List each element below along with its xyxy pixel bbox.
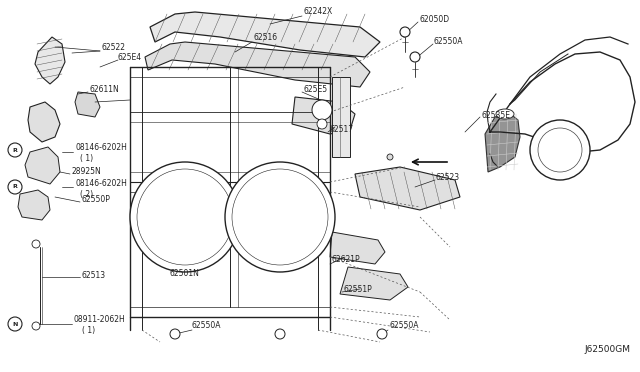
Text: 62242X: 62242X <box>303 7 332 16</box>
Ellipse shape <box>496 109 514 119</box>
Text: 62523: 62523 <box>436 173 460 182</box>
Circle shape <box>530 120 590 180</box>
Text: R: R <box>13 185 17 189</box>
Text: 62517: 62517 <box>330 125 354 134</box>
Circle shape <box>317 119 327 129</box>
Polygon shape <box>35 37 65 84</box>
Text: 08146-6202H: 08146-6202H <box>75 144 127 153</box>
Circle shape <box>232 169 328 265</box>
Text: 62522: 62522 <box>102 42 126 51</box>
Polygon shape <box>18 190 50 220</box>
Circle shape <box>170 329 180 339</box>
Circle shape <box>400 27 410 37</box>
Text: 62501N: 62501N <box>170 269 200 279</box>
Text: 08146-6202H: 08146-6202H <box>75 180 127 189</box>
Circle shape <box>387 154 393 160</box>
Circle shape <box>32 240 40 248</box>
Text: 62550A: 62550A <box>434 36 463 45</box>
Text: R: R <box>13 148 17 153</box>
Text: ( 1): ( 1) <box>80 154 93 163</box>
Polygon shape <box>150 12 380 57</box>
Circle shape <box>312 100 332 120</box>
Text: 28925N: 28925N <box>72 167 102 176</box>
Text: ( 2): ( 2) <box>80 189 93 199</box>
Text: ( 1): ( 1) <box>82 326 95 334</box>
Text: 62611N: 62611N <box>89 86 119 94</box>
Text: 62535E: 62535E <box>482 110 511 119</box>
Text: 62050D: 62050D <box>420 15 450 23</box>
Text: N: N <box>12 321 18 327</box>
Text: 62516: 62516 <box>253 33 277 42</box>
Polygon shape <box>485 112 520 172</box>
Circle shape <box>275 329 285 339</box>
Circle shape <box>32 322 40 330</box>
Circle shape <box>137 169 233 265</box>
Circle shape <box>538 128 582 172</box>
Circle shape <box>8 180 22 194</box>
Circle shape <box>130 162 240 272</box>
Text: 62551P: 62551P <box>344 285 372 294</box>
Text: 08911-2062H: 08911-2062H <box>74 315 125 324</box>
Polygon shape <box>28 102 60 142</box>
Text: 62513: 62513 <box>82 270 106 279</box>
Text: 625E5: 625E5 <box>303 84 327 93</box>
Polygon shape <box>145 42 370 87</box>
Polygon shape <box>25 147 60 184</box>
Circle shape <box>8 317 22 331</box>
Polygon shape <box>340 267 408 300</box>
Bar <box>332 77 350 157</box>
Circle shape <box>377 329 387 339</box>
Circle shape <box>410 52 420 62</box>
Polygon shape <box>330 232 385 264</box>
Text: 625E4: 625E4 <box>118 52 142 61</box>
Text: 62550A: 62550A <box>192 321 221 330</box>
Polygon shape <box>75 92 100 117</box>
Text: 62550P: 62550P <box>82 196 111 205</box>
Text: J62500GM: J62500GM <box>584 345 630 354</box>
Polygon shape <box>355 167 460 210</box>
Text: 62621P: 62621P <box>332 256 360 264</box>
Circle shape <box>8 143 22 157</box>
Polygon shape <box>292 97 355 134</box>
Circle shape <box>225 162 335 272</box>
Text: 62550A: 62550A <box>389 321 419 330</box>
